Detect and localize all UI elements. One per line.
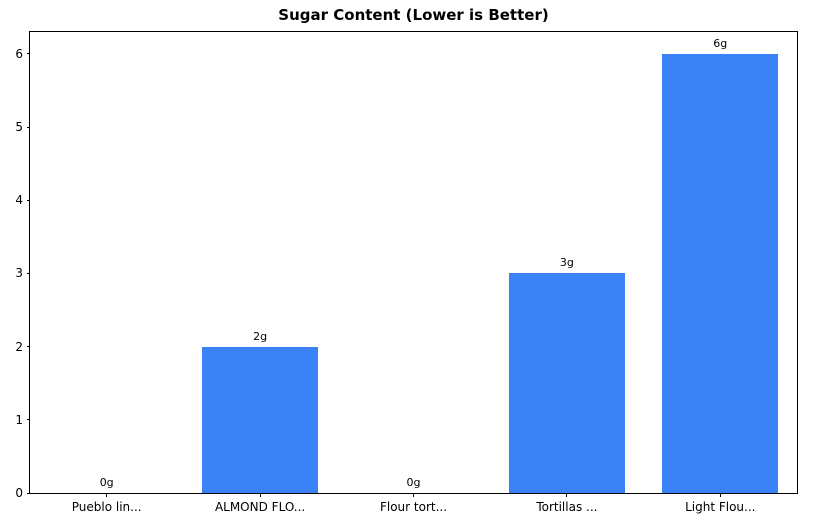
x-axis-tick-label: Pueblo lin... — [71, 500, 142, 514]
bar-value-label: 0g — [99, 476, 114, 489]
y-axis-tick-label: 0 — [15, 486, 23, 500]
y-axis-tick-mark — [26, 126, 30, 128]
x-axis-tick-label: ALMOND FLO... — [214, 500, 306, 514]
y-axis-tick-label: 2 — [15, 339, 23, 354]
x-axis-tick-label: Flour tort... — [379, 500, 448, 514]
y-axis-tick-label: 3 — [15, 266, 23, 281]
x-axis-tick-mark — [106, 493, 108, 497]
bar-value-label: 0g — [406, 476, 421, 489]
bar-group: 6g — [662, 32, 779, 493]
y-axis-tick-mark — [26, 272, 30, 274]
x-axis-tick-mark — [719, 493, 721, 497]
y-axis-tick-label: 6 — [15, 46, 23, 61]
y-axis-tick-label: 4 — [15, 193, 23, 208]
y-axis-tick-label: 1 — [15, 412, 23, 427]
chart-title: Sugar Content (Lower is Better) — [278, 6, 549, 24]
bars-layer: 0g 2g 0g 3g 6g — [30, 32, 797, 493]
bar-value-label: 3g — [559, 256, 574, 270]
x-axis-tick-mark — [259, 493, 261, 497]
bar-value-label: 2g — [253, 329, 268, 343]
x-axis-tick-label: Light Flou... — [685, 500, 756, 514]
y-axis-tick-mark — [26, 53, 30, 55]
bar — [508, 273, 625, 493]
x-axis-tick-label: Tortillas ... — [536, 500, 598, 514]
y-axis-tick-mark — [26, 492, 30, 494]
bar-group: 0g — [356, 32, 472, 493]
bar-group: 3g — [508, 32, 625, 493]
y-axis-tick-mark — [26, 346, 30, 348]
bar-group: 0g — [49, 32, 165, 493]
bar-group: 2g — [202, 32, 318, 493]
y-axis-tick-label: 5 — [15, 120, 23, 135]
y-axis-tick-mark — [26, 419, 30, 421]
bar-value-label: 6g — [713, 36, 728, 50]
x-axis-tick-mark — [413, 493, 414, 497]
bar — [662, 53, 779, 493]
y-axis-tick-mark — [26, 199, 30, 201]
x-axis-tick-mark — [566, 493, 568, 497]
bar — [202, 346, 318, 493]
plot-area: 0 1 2 3 4 5 6 Pueblo lin... ALMOND FLO... Flour … — [15, 31, 798, 514]
